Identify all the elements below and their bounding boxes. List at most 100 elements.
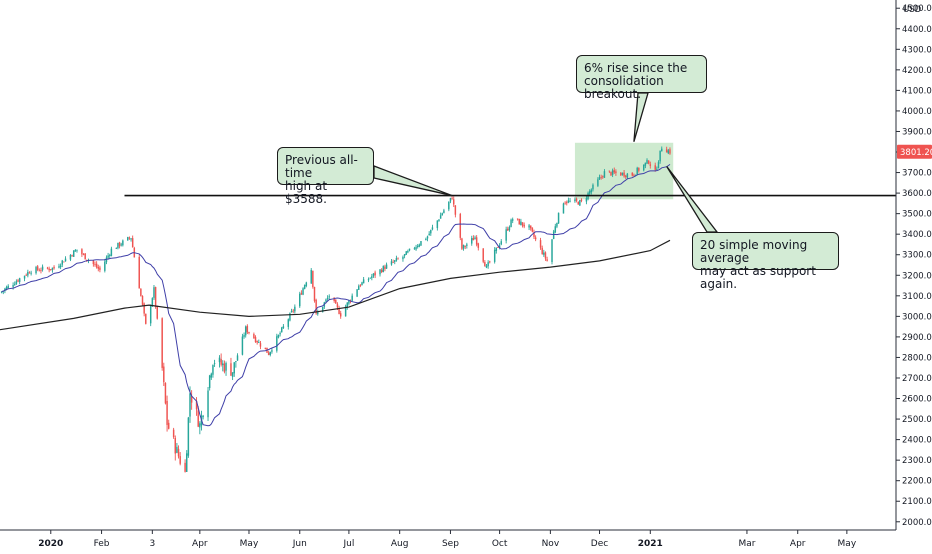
candle-body [7,285,9,288]
candle-body [392,261,394,263]
y-tick-label: 4100.00 [902,86,932,96]
candle-body [497,246,499,248]
candle-body [523,224,525,227]
candle-body [344,306,347,317]
candle-body [244,326,247,336]
x-tick-label: Jun [292,539,307,549]
candle-body [384,266,386,270]
candle-body [669,149,671,154]
candle-body [254,337,257,343]
candle-body [338,308,340,314]
candle-body [598,177,601,180]
candle-body [633,174,635,176]
candle-body [472,238,475,241]
candle-body [667,150,670,154]
candle-body [426,236,429,239]
candle-body [25,274,27,276]
candle-body [138,256,140,289]
candle-body [81,249,83,255]
rise-pointer [633,92,649,142]
y-tick-label: 3900.00 [902,127,932,137]
candle-body [428,233,430,236]
candle-body [551,239,553,263]
y-tick-label: 3000.00 [902,312,932,322]
y-tick-label: 4500.00 [902,4,932,14]
candle-body [597,179,599,186]
candle-body [202,415,204,418]
x-tick-label: Aug [391,539,409,549]
candle-body [371,276,373,279]
candle-body [533,232,535,237]
candle-body [140,288,142,296]
candle-body [241,336,244,355]
candle-body [248,332,250,334]
candle-body [151,298,154,307]
candle-body [644,162,647,166]
candle-body [474,237,476,240]
candle-body [18,278,21,282]
candle-body [464,246,466,247]
candle-body [603,171,606,178]
candle-body [189,393,191,417]
candle-body [163,366,165,383]
candle-body [294,306,296,312]
candle-body [621,172,624,175]
candle-body [220,359,222,365]
candle-body [76,249,78,251]
last-price-tag [897,144,932,159]
candle-body [564,202,566,204]
candle-body [441,213,444,216]
candle-body [638,168,640,171]
candle-body [97,266,100,269]
candle-body [493,249,496,262]
candle-body [302,288,304,295]
candle-body [611,170,614,175]
candle-body [439,215,442,219]
candle-body [431,227,434,230]
candle-body [351,295,353,301]
candle-body [556,222,558,227]
candle-body [176,446,178,453]
candle-body [59,265,62,268]
x-tick-label: Dec [591,539,608,549]
candle-body [420,241,422,246]
candle-body [569,200,571,202]
candle-body [225,363,227,371]
candle-body [269,351,272,355]
sma200-line [0,239,671,331]
candle-body [282,326,285,328]
candle-body [610,171,612,176]
candle-body [649,164,652,166]
x-tick-label: 2020 [38,539,63,549]
candle-body [626,173,629,178]
candle-body [634,174,637,176]
candle-body [312,270,314,287]
candle-body [223,363,226,372]
candle-body [590,189,593,193]
candle-body [236,355,239,361]
last-price-label: 3801.20 [900,148,932,158]
candle-body [471,238,473,244]
candle-body [477,243,480,248]
candle-body [267,352,270,355]
candle-body [277,334,280,338]
candle-body [17,280,19,282]
candle-body [63,261,65,263]
candle-body [661,148,663,152]
y-tick-label: 4000.00 [902,107,932,117]
candle-body [174,437,177,454]
candle-body [333,297,335,301]
candle-body [518,218,520,225]
candle-body [656,168,658,170]
candle-body [567,200,570,203]
candle-body [620,172,622,176]
candle-body [279,333,281,335]
candle-body [218,357,221,363]
candle-body [259,343,262,347]
candle-body [367,279,370,281]
candle-body [500,241,502,245]
candle-body [356,289,358,297]
candle-body [326,297,329,299]
candle-body [336,304,339,308]
